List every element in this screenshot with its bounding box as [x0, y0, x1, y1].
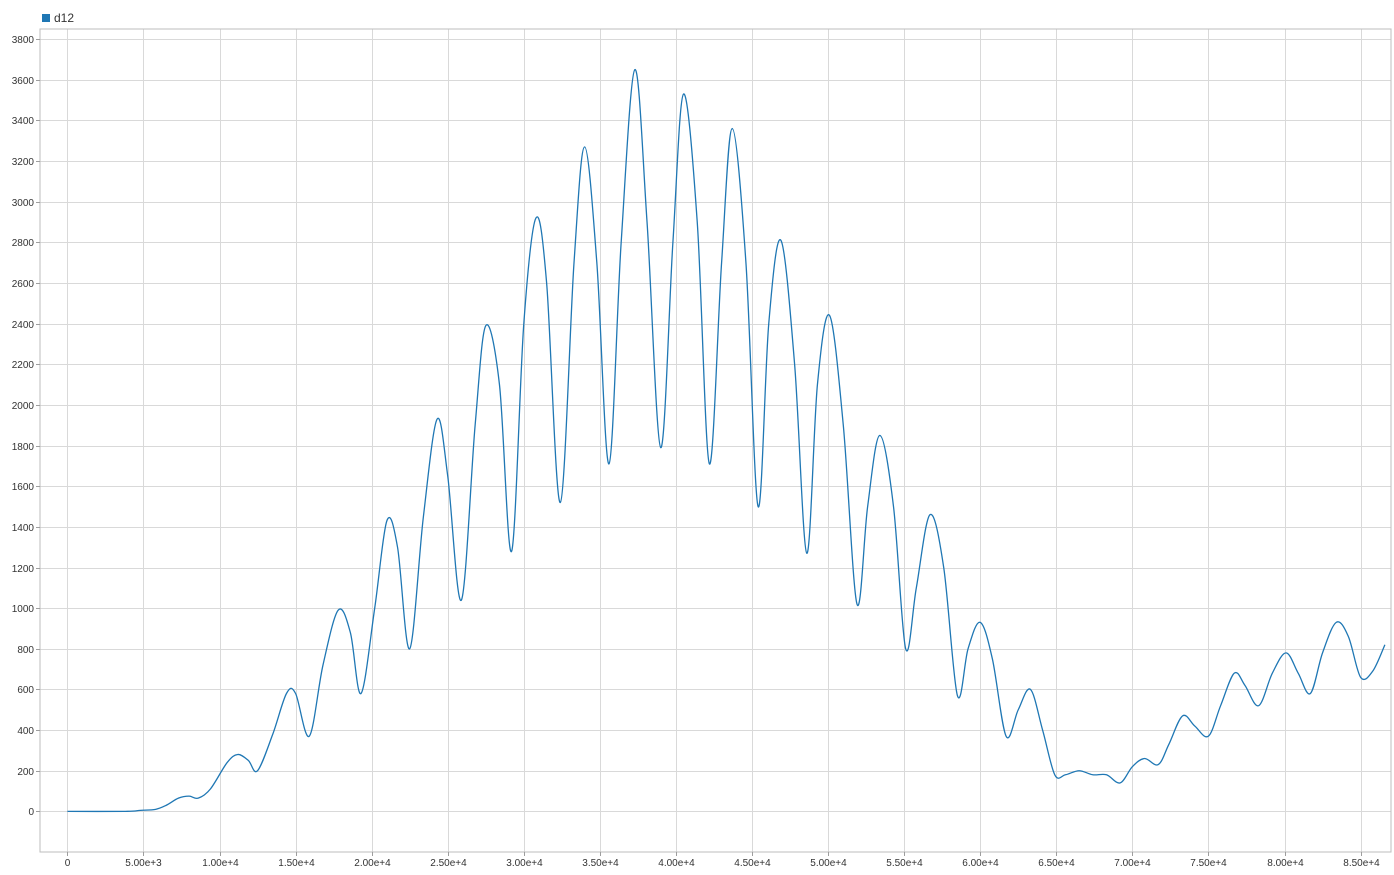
x-tick-label: 5.00e+4: [810, 858, 847, 869]
series-line-d12[interactable]: [67, 68, 1386, 813]
x-tick-label: 4.00e+4: [658, 858, 695, 869]
y-tick-label: 3600: [12, 76, 35, 87]
y-tick-label: 3200: [12, 157, 35, 168]
series-layer: [67, 68, 1386, 813]
x-tick-label: 6.50e+4: [1038, 858, 1075, 869]
y-tick-label: 600: [17, 685, 34, 696]
y-tick-label: 1400: [12, 523, 35, 534]
y-tick-label: 200: [17, 767, 34, 778]
y-axis: 0 200 400 600 800 1000 1200 1400 1600 1800 2000 220…: [12, 35, 40, 818]
x-tick-label: 5.50e+4: [886, 858, 923, 869]
grid: [40, 29, 1391, 852]
y-tick-label: 1600: [12, 482, 35, 493]
x-tick-label: 2.00e+4: [354, 858, 391, 869]
y-tick-label: 2800: [12, 238, 35, 249]
y-tick-label: 1800: [12, 442, 35, 453]
y-tick-label: 2400: [12, 320, 35, 331]
y-tick-label: 1000: [12, 604, 35, 615]
x-tick-label: 1.50e+4: [278, 858, 315, 869]
x-tick-label: 4.50e+4: [734, 858, 771, 869]
x-tick-label: 2.50e+4: [430, 858, 467, 869]
x-tick-label: 1.00e+4: [202, 858, 239, 869]
x-tick-label: 5.00e+3: [125, 858, 162, 869]
y-tick-label: 2000: [12, 401, 35, 412]
x-tick-label: 7.50e+4: [1190, 858, 1227, 869]
y-tick-label: 3800: [12, 35, 35, 46]
y-tick-label: 2200: [12, 360, 35, 371]
legend-swatch-d12: [42, 14, 50, 22]
y-tick-label: 400: [17, 726, 34, 737]
x-tick-label: 8.00e+4: [1267, 858, 1304, 869]
x-tick-label: 6.00e+4: [962, 858, 999, 869]
y-tick-label: 3400: [12, 116, 35, 127]
plot-frame: [39, 28, 1392, 853]
x-axis: 0 5.00e+3 1.00e+4 1.50e+4 2.00e+4 2.50e+4 3.00…: [65, 852, 1380, 869]
y-tick-label: 1200: [12, 564, 35, 575]
y-tick-label: 0: [28, 807, 34, 818]
x-tick-label: 3.00e+4: [506, 858, 543, 869]
legend[interactable]: d12: [42, 10, 74, 26]
x-tick-label: 8.50e+4: [1343, 858, 1380, 869]
legend-label-d12: d12: [54, 11, 75, 25]
x-tick-label: 3.50e+4: [582, 858, 619, 869]
y-tick-label: 3000: [12, 198, 35, 209]
x-tick-label: 7.00e+4: [1114, 858, 1151, 869]
y-tick-label: 800: [17, 645, 34, 656]
y-tick-label: 2600: [12, 279, 35, 290]
x-tick-label: 0: [65, 858, 71, 869]
